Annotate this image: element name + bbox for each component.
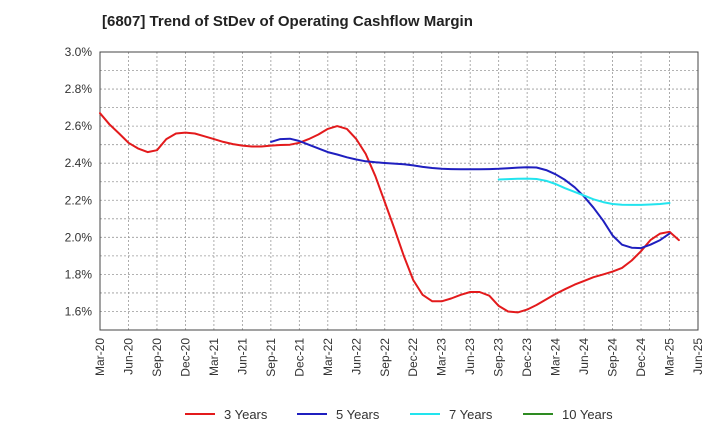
x-tick-label: Mar-25 xyxy=(663,338,677,376)
legend: 3 Years 5 Years 7 Years 10 Years xyxy=(185,407,613,422)
x-tick-label: Mar-22 xyxy=(321,338,335,376)
x-tick-label: Dec-23 xyxy=(520,338,534,377)
x-tick-label: Dec-22 xyxy=(406,338,420,377)
y-tick-label: 2.8% xyxy=(65,82,93,96)
plot-frame xyxy=(99,51,699,331)
legend-label-10-years: 10 Years xyxy=(562,407,613,422)
legend-label-5-years: 5 Years xyxy=(336,407,380,422)
y-tick-label: 2.0% xyxy=(65,230,93,244)
series-line-7-years xyxy=(497,177,671,206)
x-tick-label: Jun-22 xyxy=(349,338,363,375)
x-tick-label: Sep-22 xyxy=(378,338,392,377)
y-tick-label: 2.6% xyxy=(65,119,93,133)
x-tick-label: Mar-20 xyxy=(93,338,107,376)
x-tick-label: Mar-21 xyxy=(207,338,221,376)
x-tick-label: Jun-21 xyxy=(235,338,249,375)
x-tick-label: Jun-23 xyxy=(463,338,477,375)
x-tick-label: Mar-23 xyxy=(435,338,449,376)
x-tick-label: Dec-21 xyxy=(292,338,306,377)
x-tick-label: Sep-24 xyxy=(606,338,620,377)
x-tick-label: Sep-21 xyxy=(264,338,278,377)
legend-label-7-years: 7 Years xyxy=(449,407,493,422)
y-tick-label: 1.8% xyxy=(65,267,93,281)
y-tick-label: 2.4% xyxy=(65,156,93,170)
y-tick-label: 1.6% xyxy=(65,304,93,318)
x-tick-label: Jun-25 xyxy=(691,338,705,375)
x-tick-label: Mar-24 xyxy=(549,338,563,376)
legend-label-3-years: 3 Years xyxy=(224,407,268,422)
y-tick-label: 2.2% xyxy=(65,193,93,207)
y-tick-label: 3.0% xyxy=(65,45,93,59)
x-tick-label: Sep-20 xyxy=(150,338,164,377)
series-line-3-years xyxy=(99,112,680,314)
plot-background xyxy=(100,52,698,330)
x-tick-label: Jun-24 xyxy=(577,338,591,375)
x-tick-label: Dec-20 xyxy=(178,338,192,377)
x-tick-label: Sep-23 xyxy=(492,338,506,377)
plot-area: 1.6% 1.8% 2.0% 2.2% 2.4% 2.6% 2.8% 3.0% Mar-20 Ju… xyxy=(65,45,705,377)
x-tick-label: Dec-24 xyxy=(634,338,648,377)
x-tick-label: Jun-20 xyxy=(121,338,135,375)
chart-title: [6807] Trend of StDev of Operating Cashf… xyxy=(102,13,473,30)
series-line-5-years xyxy=(269,137,671,250)
